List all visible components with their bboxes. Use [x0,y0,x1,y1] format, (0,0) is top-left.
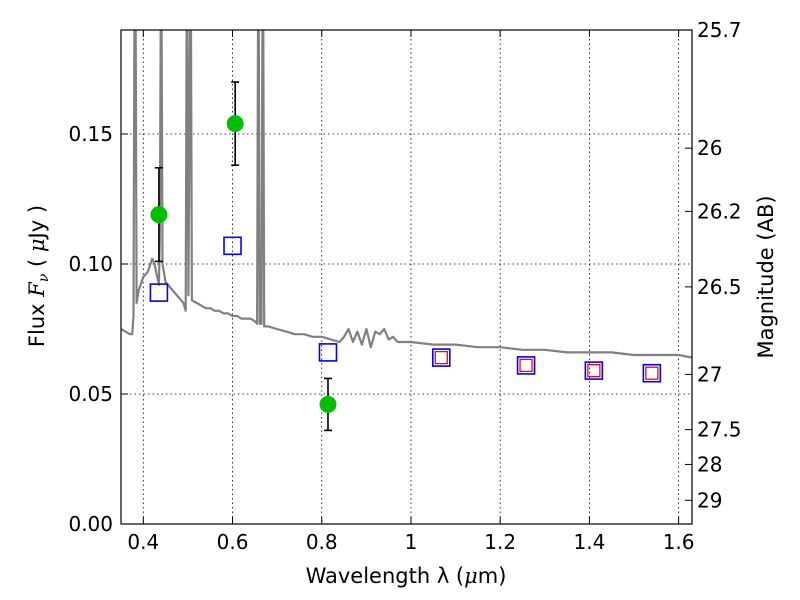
plot-frame [120,29,693,525]
x-tick-label: 1.6 [663,530,695,554]
model-photometry-square [642,363,662,383]
x-tick-label: 0.8 [306,530,338,554]
model-photometry-square [516,356,536,375]
observed-photometry-point [150,206,168,224]
y-tick-label: 0.15 [68,122,113,146]
y2-tick-label: 29 [697,488,722,512]
model-photometry-square [149,283,169,302]
data-points [149,81,662,432]
x-tick-label: 0.4 [127,530,159,554]
y2-tick-label: 26.2 [697,199,742,223]
y-tick-label: 0.10 [68,252,113,276]
nir-photometry-square [645,366,659,380]
y2-axis-label: Magnitude (AB) [754,195,778,358]
model-spectrum [121,30,692,359]
x-tick-label: 1 [405,530,418,554]
spectrum-line [121,30,692,359]
y-tick-label: 0.00 [68,512,113,536]
nir-photometry-square [519,358,533,373]
y2-tick-label: 27.5 [697,418,742,442]
x-tick-label: 0.6 [217,530,249,554]
model-photometry-square [584,361,604,380]
x-tick-label: 1.2 [484,530,516,554]
y-axis-symbol: F [25,281,49,298]
observed-photometry-point [226,115,244,133]
model-photometry-square [318,343,338,362]
grid [121,30,692,525]
nir-photometry-square [587,363,601,378]
x-tick-label: 1.4 [573,530,605,554]
x-axis-label: Wavelength λ (μm) [306,564,507,588]
ticks: 0.4 0.6 0.8 1 1.2 1.4 1.6 0.00 0.05 0.10 0.15 25.7 2… [68,18,741,554]
x-axis-unit-symbol: μ [464,564,478,588]
y2-tick-label: 25.7 [697,18,742,42]
model-photometry-square [431,348,451,367]
y2-tick-label: 27 [697,362,722,386]
y2-tick-label: 26.5 [697,275,742,299]
y2-tick-label: 28 [697,452,722,476]
model-photometry-square [223,236,242,256]
y-axis-label: Flux Fν ( μJy ) [25,205,52,347]
observed-photometry-point [319,395,337,413]
y2-tick-label: 26 [697,136,722,160]
nir-photometry-square [434,350,448,365]
y-tick-label: 0.05 [68,382,113,406]
